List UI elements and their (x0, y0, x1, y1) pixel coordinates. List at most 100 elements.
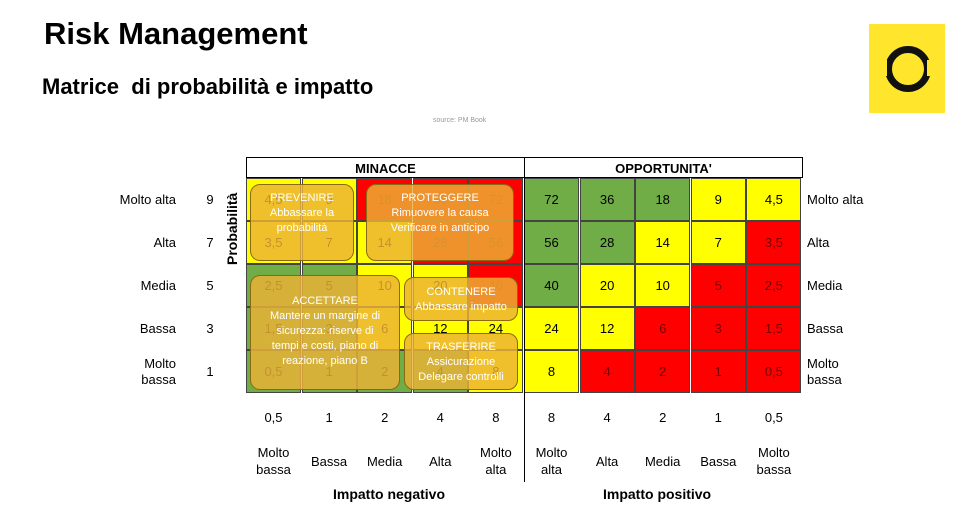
probability-value: 3 (206, 320, 214, 336)
probability-value: 9 (206, 191, 214, 207)
positive-impact-axis-title: Impatto positivo (603, 486, 712, 502)
cell-value: 36 (599, 192, 615, 207)
probability-label-right: Bassa (807, 320, 844, 336)
strategy-text: Abbassare la (269, 207, 335, 219)
probability-label-right: Molto bassa (807, 355, 842, 387)
opportunity-cell: 24 (524, 307, 579, 350)
cell-value: 5 (714, 278, 722, 293)
cell-value: 2,5 (764, 278, 783, 293)
cell-value: 40 (544, 278, 559, 293)
opportunity-cell: 20 (579, 264, 635, 307)
impact-value: 8 (547, 410, 556, 425)
opportunity-cell: 7 (690, 221, 746, 264)
cell-value: 24 (488, 321, 504, 336)
opportunity-cell: 4 (579, 350, 635, 393)
opportunity-cell: 14 (635, 221, 691, 264)
impact-category: Media (366, 454, 403, 469)
opportunity-cell: 1,5 (746, 307, 802, 350)
cell-value: 1,5 (764, 321, 783, 336)
opportunity-cell: 18 (635, 178, 691, 221)
opportunity-cell: 56 (524, 221, 579, 264)
threats-header: MINACCE (246, 157, 525, 178)
impact-category: Molto alta (535, 445, 568, 477)
strategy-text: Rimuovere la causa (391, 207, 489, 219)
opportunity-cell: 6 (635, 307, 691, 350)
strategy-title: PROTEGGERE (401, 192, 479, 204)
opportunity-cell: 2,5 (746, 264, 802, 307)
source-note: source: PM Book (433, 117, 487, 124)
cell-value: 0,5 (764, 364, 783, 379)
opportunity-cell: 40 (524, 264, 579, 307)
cell-value: 3 (714, 321, 722, 336)
probability-label-right: Alta (807, 234, 830, 250)
cell-value: 10 (655, 278, 670, 293)
strategy-contenere: CONTENERE Abbassare impatto (404, 277, 518, 321)
cell-value: 7 (714, 235, 722, 250)
strategy-title: ACCETTARE (292, 295, 358, 307)
impact-value: 2 (659, 410, 667, 425)
probability-label-right: Molto alta (807, 191, 864, 207)
strategy-prevenire: PREVENIRE Abbassare la probabilità (250, 184, 354, 261)
probability-axis-title: Probabilità (224, 192, 240, 265)
impact-category: Bassa (700, 454, 737, 469)
opportunities-header: OPPORTUNITA' (524, 157, 803, 178)
cell-value: 1 (714, 364, 722, 379)
ring-logo-icon (869, 24, 945, 113)
page-title: Risk Management (44, 16, 308, 51)
impact-category: Alta (595, 454, 619, 469)
opportunity-cell: 28 (579, 221, 635, 264)
probability-value: 1 (206, 363, 214, 379)
cell-value: 28 (599, 235, 615, 250)
strategy-text: Verificare in anticipo (390, 222, 490, 234)
cell-value: 2 (659, 364, 667, 379)
strategy-text: Delegare controlli (418, 371, 504, 383)
impact-category: Molto bassa (756, 445, 792, 477)
strategy-title: CONTENERE (426, 286, 496, 298)
impact-value: 1 (714, 410, 722, 425)
strategy-title: TRASFERIRE (426, 341, 496, 353)
impact-value: 0,5 (264, 410, 283, 425)
impact-value: 8 (492, 410, 500, 425)
cell-value: 6 (659, 321, 667, 336)
probability-value: 7 (206, 234, 214, 250)
cell-value: 20 (599, 278, 615, 293)
opportunity-cell: 9 (690, 178, 746, 221)
opportunity-cell: 3 (690, 307, 746, 350)
cell-value: 12 (433, 321, 448, 336)
probability-label: Molto alta (119, 191, 176, 207)
strategy-text: Mantere un margine di (269, 310, 381, 322)
probability-label: Molto bassa (141, 355, 176, 387)
impact-value: 4 (603, 410, 611, 425)
impact-value: 4 (436, 410, 444, 425)
strategy-text: Abbassare impatto (415, 301, 507, 313)
impact-category: Molto alta (479, 445, 512, 477)
negative-impact-axis-title: Impatto negativo (333, 486, 446, 502)
probability-label: Bassa (139, 320, 176, 336)
cell-value: 8 (547, 364, 556, 379)
opportunity-cell: 10 (635, 264, 691, 307)
strategy-text: sicurezza: riserve di (276, 325, 374, 337)
strategy-proteggere: PROTEGGERE Rimuovere la causa Verificare… (366, 184, 514, 261)
probability-label-right: Media (807, 277, 843, 293)
opportunity-cell: 5 (690, 264, 746, 307)
strategy-trasferire: TRASFERIRE Assicurazione Delegare contro… (404, 333, 518, 390)
impact-value: 2 (381, 410, 389, 425)
cell-value: 14 (655, 235, 670, 250)
page-subtitle: Matrice di probabilità e impatto (42, 74, 374, 99)
strategy-accettare: ACCETTARE Mantere un margine di sicurezz… (250, 275, 400, 390)
cell-value: 24 (544, 321, 559, 336)
opportunity-cell: 12 (579, 307, 635, 350)
opportunity-cell: 1 (690, 350, 746, 393)
impact-category: Alta (429, 454, 452, 469)
cell-value: 72 (544, 192, 559, 207)
cell-value: 18 (655, 192, 670, 207)
strategy-text: Assicurazione (426, 356, 496, 368)
probability-label: Alta (153, 234, 176, 250)
impact-value: 0,5 (764, 410, 783, 425)
cell-value: 4,5 (764, 192, 783, 207)
cell-value: 9 (714, 192, 722, 207)
impact-category: Molto bassa (256, 445, 291, 477)
probability-value: 5 (206, 277, 214, 293)
strategy-title: PREVENIRE (270, 192, 334, 204)
impact-value: 1 (325, 410, 333, 425)
